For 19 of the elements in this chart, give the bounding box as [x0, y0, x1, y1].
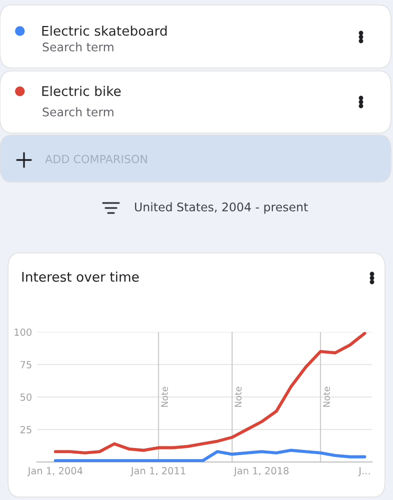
text: United States, 2004 - present — [135, 202, 308, 214]
legend-label: Electric skateboard — [42, 26, 167, 36]
text: Search term — [42, 42, 114, 52]
y-tick-label: 25 — [20, 426, 32, 434]
legend-label: Electric bike — [42, 86, 121, 96]
ref-line-label: Note — [161, 386, 168, 407]
x-tick-label: J... — [358, 467, 370, 476]
x-tick-label: Jan 1, 2011 — [130, 467, 186, 476]
text: Search term — [42, 107, 114, 116]
chart-title: Interest over time — [22, 272, 139, 282]
ref-line-label: Note — [323, 386, 330, 407]
y-tick-label: 50 — [20, 393, 32, 401]
line-series — [54, 332, 366, 454]
x-tick-label: Jan 1, 2004 — [27, 467, 82, 476]
y-tick-label: 75 — [20, 361, 32, 368]
ref-line-label: Note — [234, 386, 242, 407]
x-tick-label: Jan 1, 2018 — [234, 467, 289, 476]
line-series — [54, 448, 366, 462]
y-tick-label: 100 — [14, 328, 32, 336]
